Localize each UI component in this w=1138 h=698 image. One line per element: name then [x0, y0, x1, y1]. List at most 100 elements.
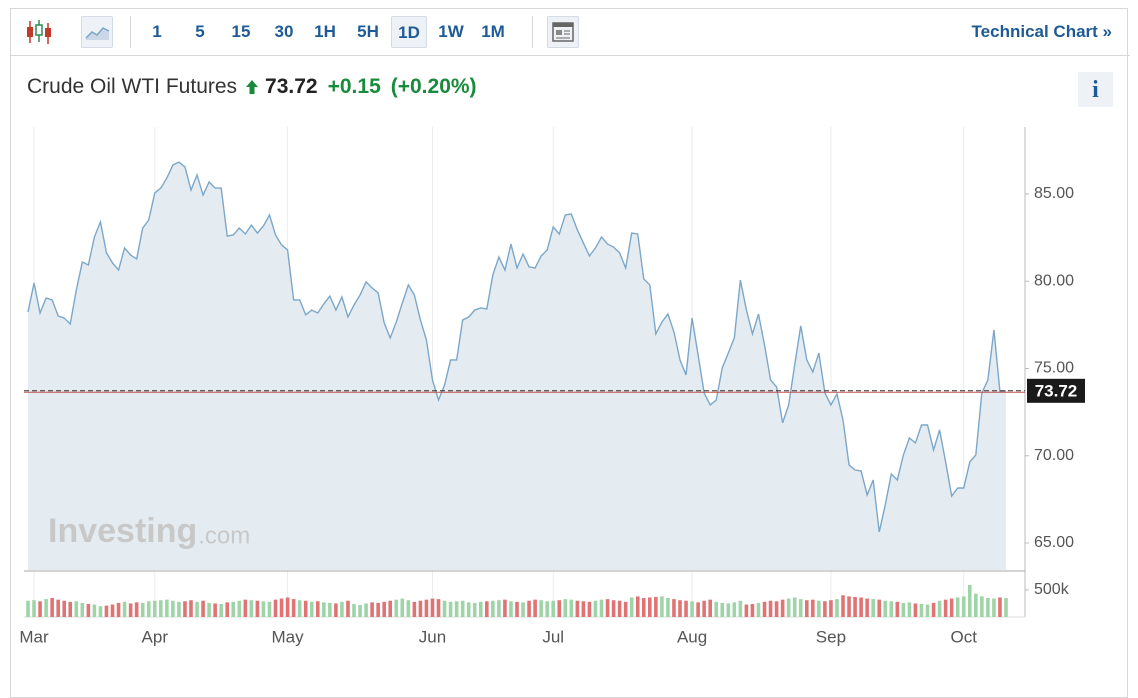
volume-bar	[648, 597, 652, 617]
volume-bar	[792, 597, 797, 617]
volume-bar	[804, 600, 809, 617]
y-tick-label: 65.00	[1034, 534, 1074, 551]
volume-bar	[919, 603, 924, 617]
volume-bar	[605, 599, 610, 617]
volume-bar	[436, 599, 441, 617]
volume-bar	[159, 600, 163, 617]
volume-bar	[32, 600, 36, 617]
volume-bar	[575, 600, 580, 617]
volume-tick-label: 500k	[1034, 581, 1070, 598]
volume-bar	[599, 599, 604, 617]
volume-bar	[611, 600, 616, 617]
volume-bar	[943, 599, 948, 617]
volume-bar	[738, 600, 743, 617]
volume-bar	[865, 598, 869, 617]
x-tick-label: Mar	[19, 627, 49, 646]
volume-bar	[672, 599, 676, 617]
volume-bar	[38, 601, 42, 617]
y-tick-label: 85.00	[1034, 185, 1074, 202]
volume-bar	[925, 604, 930, 617]
volume-bar	[835, 599, 839, 617]
volume-bar	[485, 601, 489, 617]
interval-button[interactable]: 1W	[438, 22, 464, 41]
volume-bar	[829, 600, 833, 617]
last-price: 73.72	[265, 75, 318, 98]
volume-bar	[756, 602, 761, 617]
volume-bar	[720, 602, 725, 617]
volume-bar	[955, 597, 960, 617]
technical-chart-link[interactable]: Technical Chart »	[971, 22, 1112, 41]
volume-bar	[503, 599, 507, 617]
volume-bar	[80, 602, 85, 617]
interval-button[interactable]: 30	[274, 22, 294, 41]
volume-bar	[364, 603, 368, 617]
volume-bar	[249, 600, 254, 617]
volume-bar	[509, 601, 513, 617]
volume-bar	[243, 599, 248, 617]
volume-bar	[478, 601, 483, 617]
volume-bar	[750, 603, 755, 617]
volume-bar	[895, 601, 900, 617]
volume-bar	[116, 602, 121, 617]
x-tick-label: Jul	[542, 627, 564, 646]
volume-bar	[418, 600, 423, 617]
area-chart-icon[interactable]	[81, 16, 113, 48]
volume-bar	[376, 602, 380, 617]
volume-bar	[104, 605, 109, 617]
interval-button[interactable]: 1	[152, 22, 162, 41]
volume-bar	[491, 600, 495, 617]
volume-bar	[382, 601, 386, 617]
interval-button[interactable]: 1D	[391, 16, 427, 48]
volume-bar	[889, 601, 894, 617]
volume-bar	[557, 600, 562, 617]
volume-bar	[774, 601, 779, 617]
interval-button[interactable]: 1M	[481, 22, 505, 41]
volume-bar	[986, 598, 990, 617]
volume-bar	[412, 601, 417, 617]
last-price-tag	[1027, 378, 1085, 403]
interval-button[interactable]: 1H	[314, 22, 336, 41]
volume-bar	[370, 602, 374, 617]
volume-bar	[527, 600, 531, 617]
volume-bar	[937, 600, 942, 617]
volume-bar	[406, 600, 411, 617]
volume-bar	[660, 596, 664, 617]
toolbar: Technical Chart » 1 5 15 30 1H 5H 1D 1W 1M	[10, 8, 1130, 56]
x-tick-label: Aug	[677, 627, 707, 646]
volume-bar	[708, 599, 712, 617]
area-fill	[28, 162, 1006, 570]
interval-button[interactable]: 15	[231, 22, 251, 41]
x-tick-label: May	[272, 627, 305, 646]
volume-bar	[303, 600, 308, 617]
volume-bar	[515, 601, 519, 617]
volume-bar	[86, 603, 91, 617]
volume-bar	[539, 600, 543, 617]
volume-bar	[587, 601, 592, 617]
candlestick-icon[interactable]	[24, 18, 54, 46]
volume-bar	[521, 602, 525, 617]
volume-bar	[768, 600, 773, 617]
last-price-tag-label: 73.72	[1035, 381, 1078, 400]
volume-bar	[358, 605, 362, 617]
volume-bar	[497, 600, 501, 617]
volume-bar	[291, 599, 296, 617]
volume-bar	[430, 598, 435, 617]
volume-bar	[883, 600, 888, 617]
volume-bar	[533, 599, 537, 617]
volume-bar	[225, 602, 230, 617]
volume-bar	[201, 600, 205, 617]
interval-button[interactable]: 5	[195, 22, 205, 41]
volume-bar	[92, 604, 97, 617]
volume-bar	[454, 601, 459, 617]
volume-bar	[189, 600, 193, 617]
volume-bar	[702, 600, 706, 617]
volume-bar	[183, 601, 187, 617]
x-tick-label: Apr	[142, 627, 169, 646]
info-button[interactable]: i	[1078, 72, 1113, 107]
separator	[130, 16, 131, 48]
interval-button[interactable]: 5H	[357, 22, 379, 41]
volume-bar	[744, 604, 749, 617]
news-icon[interactable]	[547, 16, 579, 48]
volume-bar	[340, 601, 344, 617]
